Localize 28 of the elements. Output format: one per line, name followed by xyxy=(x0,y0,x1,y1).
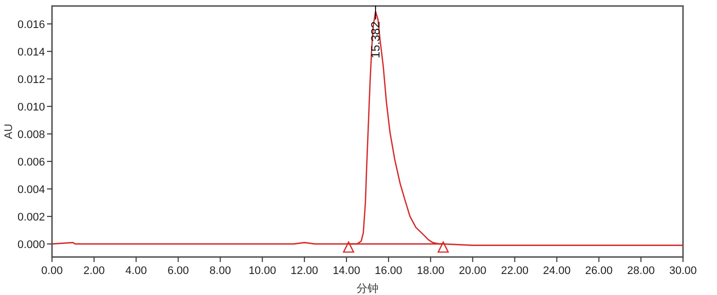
x-tick-label: 26.00 xyxy=(585,265,613,277)
y-tick-label: 0.016 xyxy=(17,18,45,31)
x-tick-label: 28.00 xyxy=(627,265,655,277)
y-tick-label: 0.000 xyxy=(17,238,45,251)
x-tick-label: 14.00 xyxy=(332,265,360,277)
y-tick-label: 0.008 xyxy=(17,128,45,141)
x-tick-label: 30.00 xyxy=(669,265,697,277)
y-tick-label: 0.010 xyxy=(17,101,45,114)
x-tick-label: 4.00 xyxy=(125,265,147,277)
y-tick-label: 0.014 xyxy=(17,46,45,58)
x-tick-label: 2.00 xyxy=(83,265,105,277)
x-tick-label: 10.00 xyxy=(248,265,276,277)
x-tick-label: 20.00 xyxy=(458,265,486,277)
y-axis-title: AU xyxy=(3,124,15,140)
x-tick-label: 8.00 xyxy=(210,265,231,277)
x-tick-label: 16.00 xyxy=(374,265,402,277)
y-tick-label: 0.012 xyxy=(17,74,45,86)
x-axis-title: 分钟 xyxy=(356,283,378,295)
y-tick-label: 0.006 xyxy=(17,156,45,168)
y-tick-label: 0.004 xyxy=(17,184,45,196)
x-tick-label: 22.00 xyxy=(500,265,528,277)
x-tick-label: 24.00 xyxy=(543,265,571,277)
annotation: 15.382 xyxy=(368,21,383,58)
x-tick-label: 0.00 xyxy=(41,265,63,277)
x-tick-label: 12.00 xyxy=(290,265,318,277)
x-tick-label: 6.00 xyxy=(167,265,189,277)
y-tick-label: 0.002 xyxy=(17,211,45,224)
x-tick-label: 18.00 xyxy=(416,265,444,277)
